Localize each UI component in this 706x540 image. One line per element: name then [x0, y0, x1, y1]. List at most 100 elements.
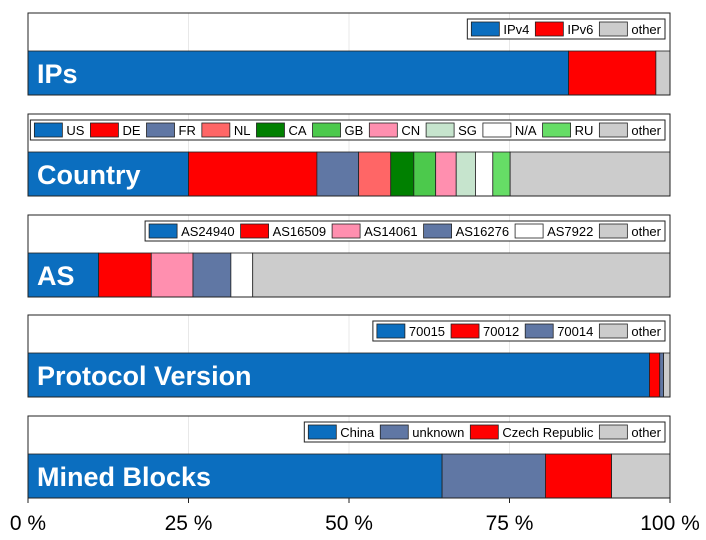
legend-label: other	[631, 123, 661, 138]
legend-swatch-de	[90, 123, 118, 137]
panel-title: Protocol Version	[37, 361, 252, 391]
legend-swatch-other	[599, 22, 627, 36]
legend-label: AS7922	[547, 224, 593, 239]
bar-segment-country-sg	[456, 152, 475, 196]
legend-swatch-other	[599, 425, 627, 439]
legend-swatch-ipv6	[535, 22, 563, 36]
legend-label: RU	[575, 123, 594, 138]
legend: AS24940 AS16509 AS14061 AS16276 AS7922 other	[145, 221, 665, 241]
legend-label: Czech Republic	[502, 425, 594, 440]
bar-segment-as-as7922	[231, 253, 253, 297]
bar-segment-country-cn	[436, 152, 457, 196]
bar-segment-country-other	[510, 152, 670, 196]
panel-title: Country	[37, 160, 141, 190]
legend-label: 70012	[483, 324, 519, 339]
legend-swatch-china	[308, 425, 336, 439]
legend-label: China	[340, 425, 375, 440]
bar-segment-as-as14061	[151, 253, 193, 297]
legend-label: other	[631, 425, 661, 440]
legend-swatch-n-a	[483, 123, 511, 137]
bar-segment-country-nl	[359, 152, 391, 196]
legend: IPv4 IPv6 other	[467, 19, 665, 39]
legend-swatch-as14061	[332, 224, 360, 238]
bar-segment-country-fr	[317, 152, 359, 196]
bar-segment-country-n-a	[475, 152, 492, 196]
legend: China unknown Czech Republic other	[304, 422, 665, 442]
x-tick-label: 100 %	[640, 512, 700, 535]
legend: US DE FR NL CA GB CN SG N/A RU other	[30, 120, 665, 140]
bar-segment-protocol-version-70014	[660, 353, 664, 397]
panel-title: Mined Blocks	[37, 462, 211, 492]
legend-label: 70015	[409, 324, 445, 339]
legend-swatch-ipv4	[471, 22, 499, 36]
panel-title: IPs	[37, 59, 78, 89]
legend-label: IPv6	[567, 22, 593, 37]
legend-label: other	[631, 22, 661, 37]
legend-label: CA	[288, 123, 306, 138]
legend-label: other	[631, 224, 661, 239]
legend-swatch-other	[599, 224, 627, 238]
bar-segment-mined-blocks-unknown	[442, 454, 545, 498]
legend-label: NL	[234, 123, 251, 138]
legend-label: 70014	[557, 324, 593, 339]
panel-ips: IPs IPv4 IPv6 other	[28, 13, 670, 95]
bar-segment-mined-blocks-other	[612, 454, 670, 498]
legend-swatch-ca	[256, 123, 284, 137]
x-axis: 0 % 25 % 50 % 75 % 100 %	[10, 498, 700, 535]
legend-swatch-gb	[313, 123, 341, 137]
x-tick-label: 75 %	[486, 512, 534, 535]
legend-swatch-as24940	[149, 224, 177, 238]
legend: 70015 70012 70014 other	[373, 321, 665, 341]
bar-segment-as-as16276	[193, 253, 231, 297]
bar-segment-protocol-version-70012	[649, 353, 659, 397]
x-tick-label: 50 %	[325, 512, 373, 535]
legend-swatch-sg	[426, 123, 454, 137]
legend-swatch-ru	[543, 123, 571, 137]
legend-swatch-czech-republic	[470, 425, 498, 439]
x-tick-label: 25 %	[165, 512, 213, 535]
legend-swatch-as16509	[241, 224, 269, 238]
legend-label: other	[631, 324, 661, 339]
panel-country: Country US DE FR NL CA GB CN SG N/A RU other	[28, 114, 670, 196]
legend-label: AS16276	[456, 224, 510, 239]
legend-label: unknown	[412, 425, 464, 440]
legend-label: CN	[401, 123, 420, 138]
legend-label: FR	[179, 123, 196, 138]
legend-swatch-70014	[525, 324, 553, 338]
legend-swatch-us	[34, 123, 62, 137]
legend-swatch-cn	[369, 123, 397, 137]
legend-swatch-other	[599, 123, 627, 137]
legend-swatch-nl	[202, 123, 230, 137]
legend-swatch-as16276	[424, 224, 452, 238]
bar-segment-as-as16509	[99, 253, 152, 297]
legend-swatch-as7922	[515, 224, 543, 238]
legend-label: SG	[458, 123, 477, 138]
panel-protocol-version: Protocol Version 70015 70012 70014 other	[28, 315, 670, 397]
bar-segment-ips-ipv4	[28, 51, 569, 95]
bar-segment-protocol-version-other	[664, 353, 670, 397]
panel-as: AS AS24940 AS16509 AS14061 AS16276 AS7922 othe…	[28, 215, 670, 297]
bar-segment-country-de	[189, 152, 317, 196]
bar-segment-ips-other	[656, 51, 670, 95]
legend-swatch-other	[599, 324, 627, 338]
bar-segment-ips-ipv6	[569, 51, 656, 95]
panel-mined-blocks: Mined Blocks China unknown Czech Republic ot…	[28, 416, 670, 498]
legend-label: N/A	[515, 123, 537, 138]
bar-segment-country-ru	[493, 152, 510, 196]
legend-label: AS16509	[273, 224, 327, 239]
legend-swatch-70015	[377, 324, 405, 338]
legend-swatch-fr	[147, 123, 175, 137]
bar-segment-country-gb	[414, 152, 436, 196]
legend-label: AS14061	[364, 224, 418, 239]
legend-label: GB	[345, 123, 364, 138]
x-tick-label: 0 %	[10, 512, 46, 535]
legend-swatch-70012	[451, 324, 479, 338]
bar-segment-as-other	[253, 253, 670, 297]
legend-label: DE	[122, 123, 140, 138]
legend-label: US	[66, 123, 84, 138]
legend-swatch-unknown	[380, 425, 408, 439]
panel-title: AS	[37, 261, 75, 291]
bar-segment-country-ca	[391, 152, 414, 196]
legend-label: AS24940	[181, 224, 235, 239]
